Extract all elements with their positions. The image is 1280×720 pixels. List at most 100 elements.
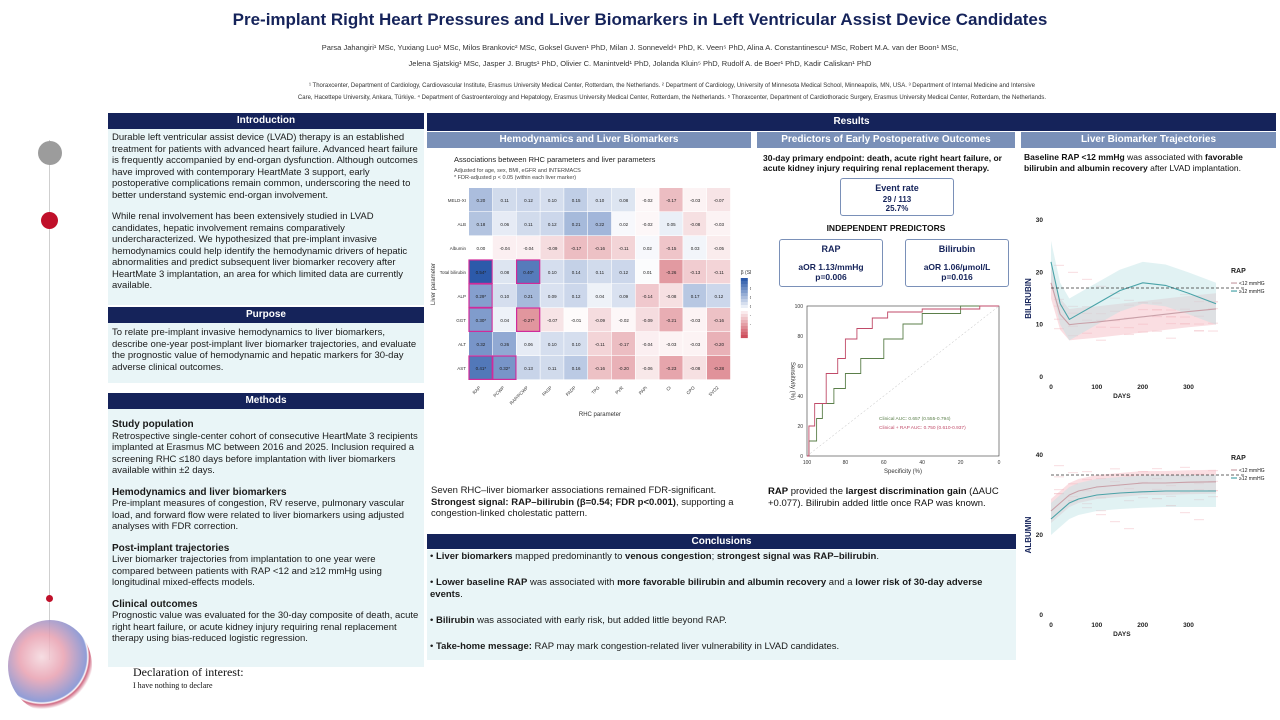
legend-label-2: ≥12 mmHG bbox=[1239, 289, 1265, 295]
y-tick: 0 bbox=[1039, 374, 1043, 381]
data-point-cloud bbox=[1180, 308, 1190, 310]
x-tick: 200 bbox=[1137, 622, 1148, 629]
data-point-cloud bbox=[1152, 468, 1162, 470]
heatmap-cell-value: 0.41* bbox=[476, 366, 487, 371]
heatmap-cell bbox=[469, 236, 493, 260]
data-point-cloud bbox=[1068, 496, 1078, 498]
heatmap-cell bbox=[516, 332, 540, 356]
data-point-cloud bbox=[1152, 302, 1162, 304]
heatmap-cell bbox=[515, 307, 541, 332]
data-point-cloud bbox=[1180, 512, 1190, 514]
heatmap-legend-swatch bbox=[740, 314, 748, 318]
data-point-cloud bbox=[1208, 470, 1218, 472]
conclusion-2-e: lower risk of 30-day adverse events bbox=[430, 577, 983, 600]
heatmap-cell-value: -0.28 bbox=[714, 366, 725, 371]
data-point-cloud bbox=[1208, 307, 1218, 310]
small-red-dot bbox=[46, 595, 53, 602]
heatmap-cell bbox=[516, 212, 540, 236]
data-point-cloud bbox=[1194, 330, 1204, 332]
roc-y-tick: 40 bbox=[797, 394, 803, 400]
data-point-cloud bbox=[1110, 521, 1120, 523]
authors-line-1: Parsa Jahangiri¹ MSc, Yuxiang Luo¹ MSc, … bbox=[321, 43, 959, 52]
heatmap-cell-value: 0.21 bbox=[572, 222, 581, 227]
heatmap-cell bbox=[468, 283, 493, 308]
heatmap-cell-value: -0.03 bbox=[714, 222, 725, 227]
heatmap-cell bbox=[540, 260, 564, 284]
data-point-cloud bbox=[1054, 476, 1064, 478]
heatmap-row-label: Albumin bbox=[450, 246, 467, 251]
conclusion-2-f: . bbox=[460, 589, 463, 600]
heatmap-cell bbox=[683, 356, 707, 380]
data-point-cloud bbox=[1096, 478, 1106, 480]
methods-trajectories-title: Post-implant trajectories bbox=[112, 542, 230, 554]
data-point-cloud bbox=[1180, 323, 1190, 325]
heatmap-cell-value: 0.17 bbox=[691, 294, 700, 299]
methods-header: Methods bbox=[108, 393, 424, 409]
data-point-cloud bbox=[1152, 478, 1162, 480]
heatmap-legend-swatch bbox=[740, 335, 748, 339]
heatmap-cell-value: 0.09 bbox=[548, 294, 557, 299]
heatmap-legend-swatch bbox=[740, 302, 748, 306]
traj-summary-bold-2: favorable bilirubin and albumin recovery bbox=[1024, 152, 1243, 173]
data-point-cloud bbox=[1082, 319, 1092, 321]
heatmap-cell-value: -0.05 bbox=[714, 246, 725, 251]
heatmap-cell-value: -0.03 bbox=[690, 318, 701, 323]
conclusion-1-c: venous congestion bbox=[625, 551, 712, 562]
heatmap-cell-value: -0.23 bbox=[666, 366, 677, 371]
heatmap-cell bbox=[516, 236, 540, 260]
heatmap-panel: Associations between RHC parameters and … bbox=[427, 150, 758, 480]
heatmap-cell-value: -0.01 bbox=[571, 318, 582, 323]
heatmap-cell bbox=[540, 212, 564, 236]
heatmap-cell bbox=[564, 332, 588, 356]
heatmap-cell-value: 0.22 bbox=[596, 222, 605, 227]
heatmap-cell bbox=[469, 332, 493, 356]
heatmap-legend-swatch bbox=[740, 287, 748, 291]
methods-box: Study population Retrospective single-ce… bbox=[108, 409, 424, 667]
heatmap-legend-swatch bbox=[740, 308, 748, 312]
heatmap-cell-value: -0.13 bbox=[690, 270, 701, 275]
y-tick: 10 bbox=[1036, 322, 1044, 329]
heatmap-cell bbox=[588, 260, 612, 284]
introduction-header: Introduction bbox=[108, 113, 424, 129]
results-header: Results bbox=[427, 113, 1276, 131]
heatmap-cell-value: 0.02 bbox=[643, 246, 652, 251]
heatmap-cell bbox=[469, 188, 493, 212]
trajectories-summary: Baseline RAP <12 mmHg was associated wit… bbox=[1024, 152, 1274, 174]
data-point-cloud bbox=[1194, 323, 1204, 325]
x-tick: 0 bbox=[1049, 384, 1053, 391]
heatmap-cell-value: 0.30* bbox=[476, 318, 487, 323]
roc-x-tick: 80 bbox=[843, 460, 849, 466]
event-rate-label: Event rate bbox=[875, 183, 919, 193]
heatmap-cell-value: 0.10 bbox=[572, 342, 581, 347]
heatmap-row-label: AST bbox=[457, 366, 466, 371]
data-point-cloud bbox=[1068, 312, 1078, 314]
conclusion-2-c: more favorable bilirubin and albumin rec… bbox=[617, 577, 827, 588]
heatmap-row-label: ALT bbox=[458, 342, 466, 347]
data-point-cloud bbox=[1124, 333, 1134, 336]
data-point-cloud bbox=[1138, 331, 1148, 333]
red-dot bbox=[41, 212, 58, 229]
x-tick: 100 bbox=[1091, 384, 1102, 391]
heatmap-cell-value: -0.16 bbox=[595, 246, 606, 251]
heatmap-title: Associations between RHC parameters and … bbox=[454, 155, 656, 164]
data-point-cloud bbox=[1110, 326, 1120, 329]
data-point-cloud bbox=[1096, 319, 1106, 322]
heatmap-cell bbox=[540, 356, 564, 380]
heatmap-cell bbox=[468, 259, 493, 284]
purpose-header: Purpose bbox=[108, 307, 424, 323]
heatmap-cell bbox=[516, 356, 540, 380]
heatmap-cell bbox=[683, 236, 707, 260]
heatmap-cell bbox=[635, 284, 659, 308]
heatmap-cell bbox=[635, 188, 659, 212]
data-point-cloud bbox=[1208, 301, 1218, 303]
data-point-cloud bbox=[1054, 493, 1064, 495]
predictors-panel: 30-day primary endpoint: death, acute ri… bbox=[757, 150, 1015, 530]
heatmap-legend-swatch bbox=[740, 293, 748, 297]
data-point-cloud bbox=[1054, 305, 1064, 307]
data-point-cloud bbox=[1166, 505, 1176, 507]
legend-label-2: ≥12 mmHG bbox=[1239, 476, 1265, 482]
data-point-cloud bbox=[1096, 510, 1106, 512]
heatmap-cell-value: -0.21 bbox=[666, 318, 677, 323]
heatmap-cell bbox=[468, 355, 493, 380]
purpose-box: To relate pre-implant invasive hemodynam… bbox=[108, 323, 424, 383]
